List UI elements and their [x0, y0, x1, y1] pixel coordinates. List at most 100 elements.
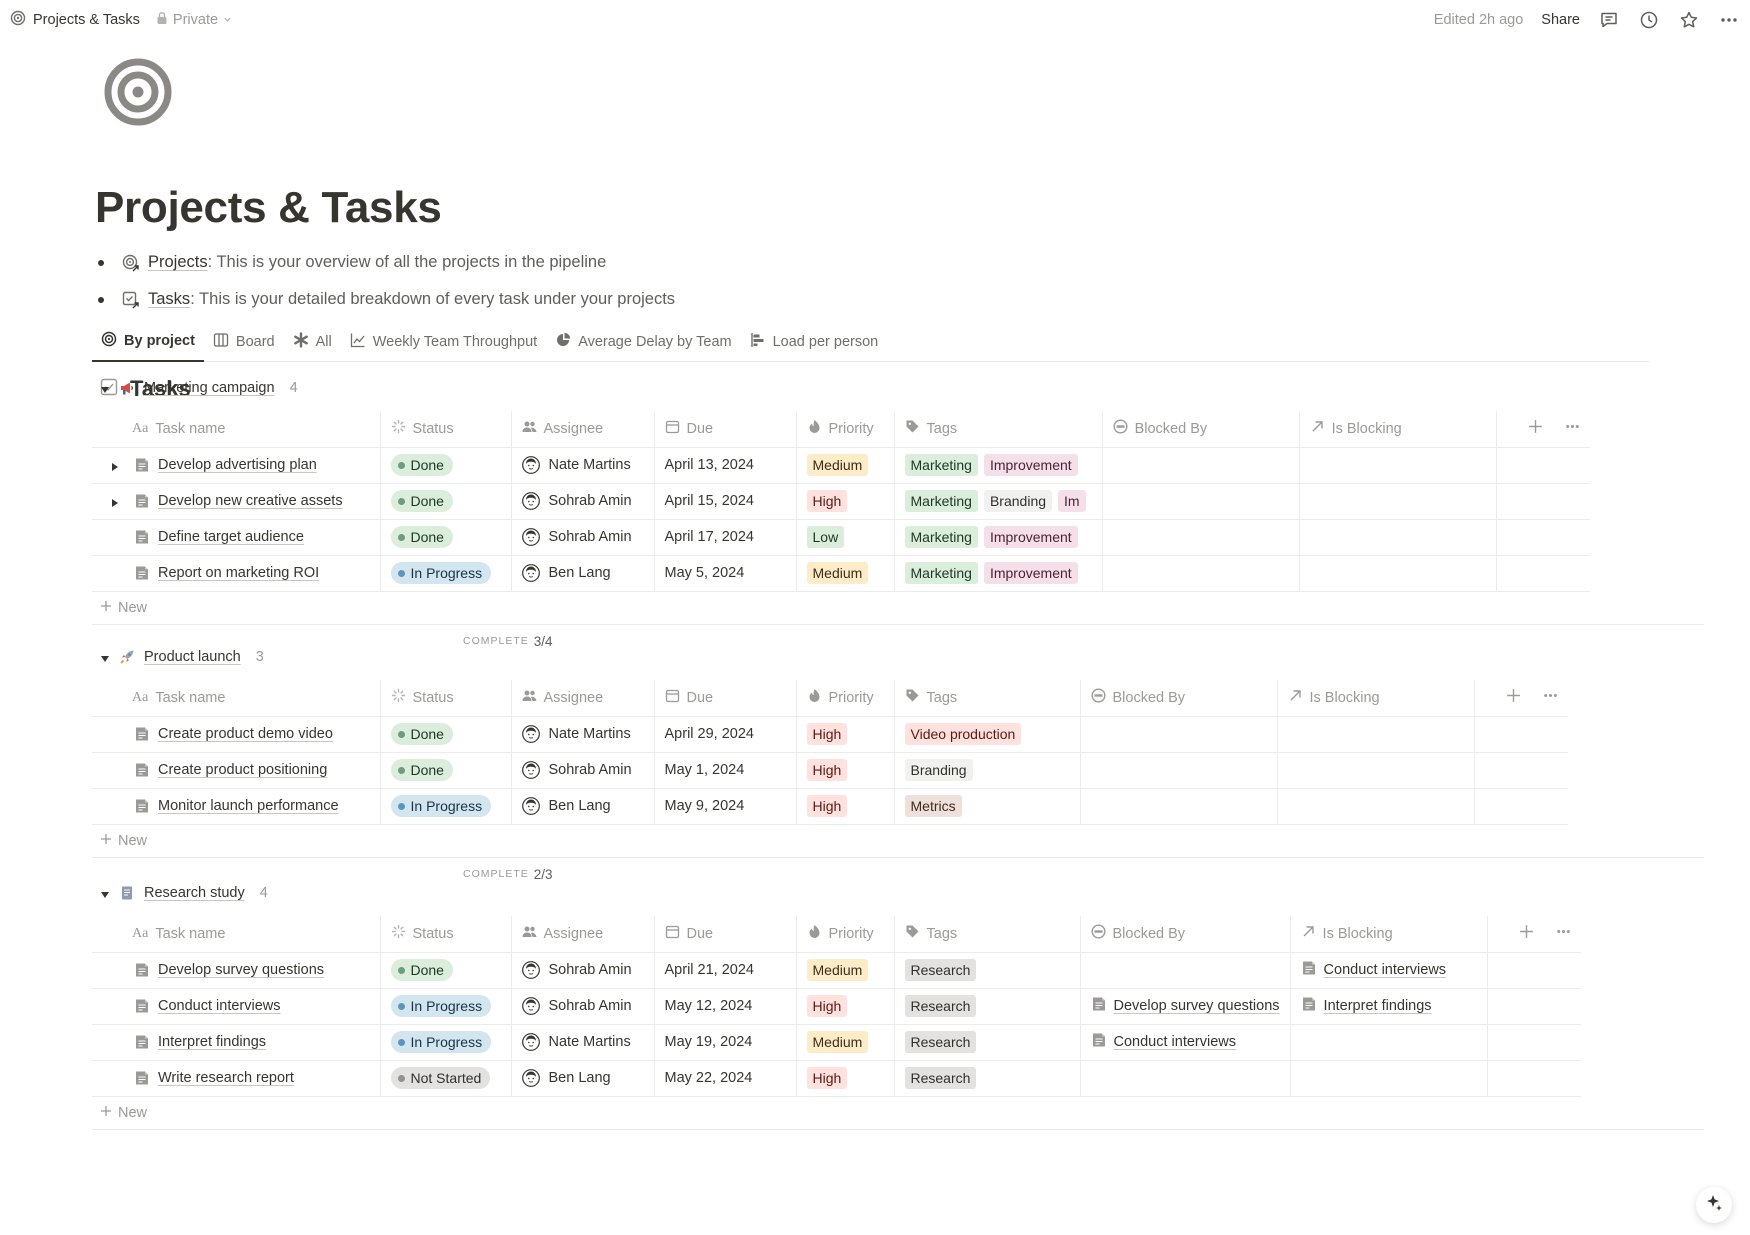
blocked_by-link[interactable]: Conduct interviews	[1091, 1032, 1280, 1052]
column-header-due[interactable]: Due	[653, 916, 796, 953]
ai-assistant-button[interactable]	[1696, 1187, 1732, 1223]
tags-cell[interactable]: Research	[893, 988, 1080, 1025]
assignee[interactable]: Sohrab Amin	[521, 961, 644, 979]
table-row[interactable]: Interpret findings In Progress Nate Mart…	[92, 1024, 1581, 1061]
tags-cell[interactable]: Research	[893, 1024, 1080, 1061]
status-badge[interactable]: In Progress	[390, 795, 492, 817]
column-header-tags[interactable]: Tags	[893, 916, 1080, 953]
tags-cell[interactable]: Research	[893, 952, 1080, 989]
is_blocking-link[interactable]: Conduct interviews	[1301, 960, 1477, 980]
more-icon[interactable]	[1718, 9, 1740, 31]
due-date[interactable]: April 17, 2024	[653, 519, 796, 556]
column-header-is-blocking[interactable]: Is Blocking	[1289, 916, 1488, 953]
star-icon[interactable]	[1678, 9, 1700, 31]
due-date[interactable]: May 22, 2024	[653, 1060, 796, 1097]
task-name[interactable]: Create product demo video	[158, 726, 333, 742]
column-header-status[interactable]: Status	[379, 411, 511, 448]
due-date[interactable]: May 19, 2024	[653, 1024, 796, 1061]
table-row[interactable]: Create product positioning Done Sohrab A…	[92, 752, 1568, 789]
priority-badge[interactable]: High	[806, 723, 848, 745]
is-blocking-cell[interactable]	[1298, 555, 1497, 592]
column-header-priority[interactable]: Priority	[795, 916, 894, 953]
new-row-button[interactable]: New	[92, 592, 1704, 625]
tags-cell[interactable]: Metrics	[893, 788, 1080, 825]
task-name[interactable]: Conduct interviews	[158, 998, 281, 1014]
blocked-by-cell[interactable]	[1101, 519, 1300, 556]
completion-summary[interactable]: COMPLETE 2/3	[92, 858, 1704, 891]
status-badge[interactable]: Done	[390, 526, 453, 548]
status-badge[interactable]: Not Started	[390, 1067, 491, 1089]
assignee[interactable]: Nate Martins	[521, 456, 644, 474]
blocked-by-cell[interactable]	[1101, 483, 1300, 520]
caret-down-icon[interactable]	[100, 652, 110, 662]
blocked-by-cell[interactable]	[1079, 788, 1277, 825]
column-header-status[interactable]: Status	[379, 916, 511, 953]
table-row[interactable]: Create product demo video Done Nate Mart…	[92, 716, 1568, 753]
task-name[interactable]: Interpret findings	[158, 1034, 267, 1050]
status-badge[interactable]: Done	[390, 490, 453, 512]
status-badge[interactable]: In Progress	[390, 562, 492, 584]
column-header-due[interactable]: Due	[653, 411, 796, 448]
blocked-by-cell[interactable]	[1079, 752, 1277, 789]
tags-cell[interactable]: Marketing Branding Im	[893, 483, 1103, 520]
task-name[interactable]: Define target audience	[158, 529, 304, 545]
due-date[interactable]: April 13, 2024	[653, 447, 796, 484]
add-property-button[interactable]	[1507, 916, 1546, 953]
history-icon[interactable]	[1638, 9, 1660, 31]
task-name[interactable]: Develop advertising plan	[158, 457, 317, 473]
status-badge[interactable]: Done	[390, 759, 453, 781]
group-name[interactable]: Marketing campaign	[144, 380, 275, 396]
group-name[interactable]: Research study	[144, 885, 245, 901]
blocked-by-cell[interactable]	[1079, 1060, 1291, 1097]
table-row[interactable]: Report on marketing ROI In Progress Ben …	[92, 555, 1590, 592]
due-date[interactable]: May 12, 2024	[653, 988, 796, 1025]
caret-down-icon[interactable]	[100, 888, 110, 898]
group-header[interactable]: Marketing campaign 4	[92, 371, 1704, 405]
status-badge[interactable]: Done	[390, 723, 453, 745]
table-options-button[interactable]	[1554, 411, 1590, 448]
column-header-priority[interactable]: Priority	[795, 411, 894, 448]
due-date[interactable]: April 29, 2024	[653, 716, 796, 753]
tab-board[interactable]: Board	[204, 322, 284, 361]
due-date[interactable]: May 5, 2024	[653, 555, 796, 592]
add-property-button[interactable]	[1494, 680, 1533, 717]
blocked-by-cell[interactable]: Conduct interviews	[1079, 1024, 1291, 1061]
expand-arrow-icon[interactable]	[110, 496, 120, 507]
comments-icon[interactable]	[1598, 9, 1620, 31]
page-target-icon[interactable]	[104, 58, 172, 126]
column-header-tags[interactable]: Tags	[893, 680, 1080, 717]
column-header-assignee[interactable]: Assignee	[510, 411, 654, 448]
priority-badge[interactable]: High	[806, 490, 848, 512]
column-header-blocked-by[interactable]: Blocked By	[1079, 916, 1291, 953]
priority-badge[interactable]: Medium	[806, 562, 869, 584]
tab-by-project[interactable]: By project	[92, 322, 204, 362]
tab-average-delay-by-team[interactable]: Average Delay by Team	[546, 322, 740, 361]
tab-all[interactable]: All	[284, 322, 341, 361]
task-name[interactable]: Report on marketing ROI	[158, 565, 320, 581]
task-name[interactable]: Develop survey questions	[158, 962, 325, 978]
column-header-is-blocking[interactable]: Is Blocking	[1276, 680, 1474, 717]
is_blocking-link[interactable]: Interpret findings	[1301, 996, 1477, 1016]
tags-cell[interactable]: Marketing Improvement	[893, 447, 1103, 484]
is-blocking-cell[interactable]	[1276, 752, 1474, 789]
table-row[interactable]: Monitor launch performance In Progress B…	[92, 788, 1568, 825]
status-badge[interactable]: In Progress	[390, 995, 492, 1017]
task-name[interactable]: Develop new creative assets	[158, 493, 343, 509]
is-blocking-cell[interactable]	[1298, 447, 1497, 484]
table-row[interactable]: Develop new creative assets Done Sohrab …	[92, 483, 1590, 520]
column-header-is-blocking[interactable]: Is Blocking	[1298, 411, 1497, 448]
table-options-button[interactable]	[1545, 916, 1581, 953]
column-header-assignee[interactable]: Assignee	[510, 916, 654, 953]
assignee[interactable]: Nate Martins	[521, 725, 644, 743]
table-options-button[interactable]	[1532, 680, 1568, 717]
share-button[interactable]: Share	[1541, 12, 1580, 28]
expand-arrow-icon[interactable]	[110, 460, 120, 471]
tab-load-per-person[interactable]: Load per person	[741, 322, 888, 361]
table-row[interactable]: Conduct interviews In Progress Sohrab Am…	[92, 988, 1581, 1025]
group-header[interactable]: Research study 4	[92, 876, 1704, 910]
task-name[interactable]: Create product positioning	[158, 762, 328, 778]
column-header-tags[interactable]: Tags	[893, 411, 1103, 448]
tab-weekly-team-throughput[interactable]: Weekly Team Throughput	[341, 322, 546, 361]
due-date[interactable]: May 1, 2024	[653, 752, 796, 789]
column-header-blocked-by[interactable]: Blocked By	[1101, 411, 1300, 448]
